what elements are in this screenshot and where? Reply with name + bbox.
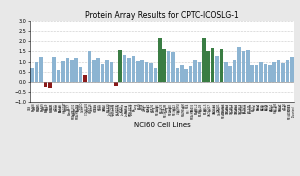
Bar <box>176 68 179 82</box>
Bar <box>154 68 157 82</box>
Bar <box>145 62 148 82</box>
Bar <box>105 59 109 82</box>
Bar <box>158 38 162 82</box>
Bar <box>286 59 289 82</box>
Bar <box>171 52 175 82</box>
Bar <box>88 51 91 82</box>
Bar <box>202 38 206 82</box>
Bar <box>246 51 250 82</box>
Bar <box>70 59 74 82</box>
Bar <box>79 67 83 82</box>
Bar <box>123 55 127 82</box>
Bar <box>140 59 144 82</box>
Bar <box>250 65 254 82</box>
Bar <box>242 51 245 82</box>
Bar <box>277 59 280 82</box>
Bar <box>167 51 170 82</box>
Bar <box>215 56 219 82</box>
Bar <box>114 82 118 86</box>
Bar <box>233 59 236 82</box>
Bar <box>52 56 56 82</box>
Bar <box>48 82 52 88</box>
Bar <box>263 64 267 82</box>
Bar <box>268 65 272 82</box>
Bar <box>290 56 294 82</box>
Bar <box>228 66 232 82</box>
Bar <box>189 66 193 82</box>
Bar <box>220 49 223 82</box>
Bar <box>96 58 100 82</box>
Bar <box>39 56 43 82</box>
Bar <box>281 63 285 82</box>
Bar <box>224 62 228 82</box>
Bar <box>92 59 96 82</box>
Bar <box>206 51 210 82</box>
Bar <box>101 64 104 82</box>
Bar <box>127 58 131 82</box>
Bar <box>61 61 65 82</box>
Bar <box>44 82 47 87</box>
Bar <box>237 48 241 82</box>
Bar <box>197 62 201 82</box>
Bar <box>83 75 87 82</box>
Bar <box>272 62 276 82</box>
Title: Protein Array Results for CPTC-ICOSLG-1: Protein Array Results for CPTC-ICOSLG-1 <box>85 11 239 20</box>
Bar <box>65 58 69 82</box>
Bar <box>30 68 34 82</box>
Bar <box>184 69 188 82</box>
Bar <box>211 48 214 82</box>
Bar <box>259 62 263 82</box>
Bar <box>255 65 259 82</box>
Bar <box>110 62 113 82</box>
Bar <box>118 51 122 82</box>
Bar <box>74 58 78 82</box>
Bar <box>131 56 135 82</box>
Bar <box>136 61 140 82</box>
Bar <box>162 49 166 82</box>
X-axis label: NCI60 Cell Lines: NCI60 Cell Lines <box>134 122 190 128</box>
Bar <box>149 63 153 82</box>
Bar <box>57 70 61 82</box>
Bar <box>180 65 184 82</box>
Bar <box>35 62 38 82</box>
Bar <box>193 59 197 82</box>
